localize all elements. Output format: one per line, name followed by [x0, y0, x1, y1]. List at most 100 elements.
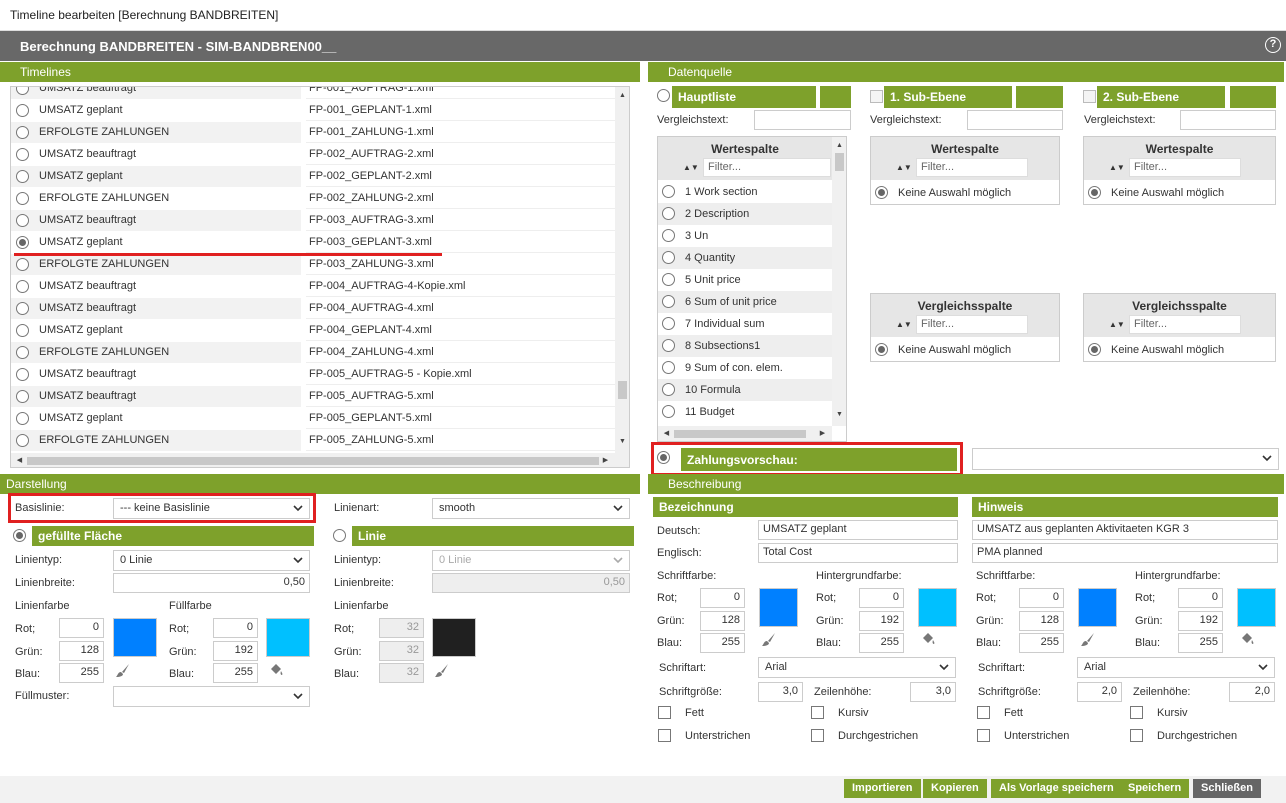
row-radio[interactable] [16, 280, 29, 293]
gruen-input[interactable]: 192 [213, 640, 258, 661]
help-icon[interactable]: ? [1265, 37, 1281, 53]
linienbreite-input[interactable]: 0,50 [113, 573, 310, 593]
timelines-vscroll[interactable]: ▲ ▼ [615, 87, 629, 453]
color-swatch[interactable] [113, 618, 157, 657]
color-swatch[interactable] [266, 618, 310, 657]
scroll-up-icon[interactable]: ▲ [836, 142, 843, 149]
gruen-input[interactable]: 128 [1019, 610, 1064, 631]
keine-auswahl-radio[interactable] [1088, 343, 1101, 356]
timelines-list[interactable]: UMSATZ beauftragt FP-001_AUFTRAG-1.xml UMS… [10, 86, 630, 468]
table-row[interactable]: UMSATZ beauftragt FP-003_AUFTRAG-3.xml [11, 210, 615, 232]
keine-auswahl-radio[interactable] [1088, 186, 1101, 199]
scroll-down-icon[interactable]: ▼ [836, 411, 843, 418]
row-radio[interactable] [16, 368, 29, 381]
list-item[interactable]: 9 Sum of con. elem. [658, 357, 832, 379]
sort-icon[interactable]: ▲▼ [683, 163, 699, 172]
scroll-left-icon[interactable]: ◀ [16, 457, 23, 464]
scroll-left-icon[interactable]: ◀ [663, 430, 670, 437]
blau-input[interactable]: 255 [1178, 633, 1223, 653]
row-radio[interactable] [16, 148, 29, 161]
gruen-input[interactable]: 192 [859, 610, 904, 631]
linie-radio[interactable] [333, 529, 346, 542]
blau-input[interactable]: 255 [1019, 633, 1064, 653]
table-row[interactable]: ERFOLGTE ZAHLUNGEN FP-002_ZAHLUNG-2.xml [11, 188, 615, 210]
brush-icon[interactable] [434, 663, 450, 679]
row-radio[interactable] [16, 236, 29, 249]
column-radio[interactable] [662, 273, 675, 286]
row-radio[interactable] [16, 214, 29, 227]
sub2-checkbox[interactable] [1083, 90, 1096, 103]
rot-input[interactable]: 0 [859, 588, 904, 608]
hauptliste-radio[interactable] [657, 89, 670, 102]
filter-input[interactable]: Filter... [916, 158, 1028, 177]
row-radio[interactable] [16, 346, 29, 359]
wertespalte-hscroll[interactable]: ◀ ▶ [658, 426, 832, 441]
color-swatch[interactable] [759, 588, 798, 627]
gruen-input[interactable]: 128 [59, 640, 104, 661]
blau-input[interactable]: 255 [59, 663, 104, 683]
speichern-button[interactable]: Speichern [1120, 779, 1190, 798]
hauptliste-vergleichstext-input[interactable] [754, 110, 851, 130]
sub2-wertespalte[interactable]: Wertespalte ▲▼ Filter... Keine Auswahl mögl… [1083, 136, 1276, 205]
linientyp-select[interactable]: 0 Linie [113, 550, 310, 571]
row-radio[interactable] [16, 324, 29, 337]
keine-auswahl-radio[interactable] [875, 343, 888, 356]
brush-icon[interactable] [115, 663, 131, 679]
column-radio[interactable] [662, 405, 675, 418]
table-row[interactable]: UMSATZ beauftragt FP-001_AUFTRAG-1.xml [11, 87, 615, 100]
sub1-wertespalte[interactable]: Wertespalte ▲▼ Filter... Keine Auswahl mögl… [870, 136, 1060, 205]
row-radio[interactable] [16, 104, 29, 117]
table-row[interactable]: ERFOLGTE ZAHLUNGEN FP-005_ZAHLUNG-5.xml [11, 430, 615, 452]
row-radio[interactable] [16, 87, 29, 95]
fett-checkbox[interactable] [658, 706, 671, 719]
paint-bucket-icon[interactable] [920, 632, 936, 648]
sub1-vergleichstext-input[interactable] [967, 110, 1063, 130]
list-item[interactable]: 2 Description [658, 203, 832, 225]
table-row[interactable]: UMSATZ beauftragt FP-002_AUFTRAG-2.xml [11, 144, 615, 166]
blau-input[interactable]: 255 [700, 633, 745, 653]
gruen-input[interactable]: 32 [379, 640, 424, 661]
basislinie-select[interactable]: --- keine Basislinie [113, 498, 310, 519]
list-item[interactable]: 10 Formula [658, 379, 832, 401]
column-radio[interactable] [662, 251, 675, 264]
list-item[interactable]: 1 Work section [658, 181, 832, 203]
table-row[interactable]: ERFOLGTE ZAHLUNGEN FP-004_ZAHLUNG-4.xml [11, 342, 615, 364]
paint-bucket-icon[interactable] [268, 663, 284, 679]
sort-icon[interactable]: ▲▼ [896, 163, 912, 172]
column-radio[interactable] [662, 229, 675, 242]
table-row[interactable]: UMSATZ beauftragt FP-004_AUFTRAG-4-Kopie.… [11, 276, 615, 298]
color-swatch[interactable] [432, 618, 476, 657]
rot-input[interactable]: 0 [1019, 588, 1064, 608]
blau-input[interactable]: 255 [213, 663, 258, 683]
sub1-vergleichsspalte[interactable]: Vergleichsspalte ▲▼ Filter... Keine Auswahl… [870, 293, 1060, 362]
scroll-thumb[interactable] [835, 153, 844, 171]
column-radio[interactable] [662, 339, 675, 352]
row-radio[interactable] [16, 412, 29, 425]
als-vorlage-speichern-button[interactable]: Als Vorlage speichern [991, 779, 1122, 798]
hscroll-thumb[interactable] [27, 457, 599, 465]
rot-input[interactable]: 0 [1178, 588, 1223, 608]
table-row[interactable]: ERFOLGTE ZAHLUNGEN FP-001_ZAHLUNG-1.xml [11, 122, 615, 144]
color-swatch[interactable] [1078, 588, 1117, 627]
table-row[interactable]: UMSATZ geplant FP-003_GEPLANT-3.xml [11, 232, 615, 254]
list-item[interactable]: 5 Unit price [658, 269, 832, 291]
englisch-input[interactable]: PMA planned [972, 543, 1278, 563]
scroll-right-icon[interactable]: ▶ [602, 457, 609, 464]
scroll-down-icon[interactable]: ▼ [619, 438, 626, 445]
fuellmuster-select[interactable] [113, 686, 310, 707]
schriftgroesse-input[interactable]: 2,0 [1077, 682, 1122, 702]
linie-linientyp-select[interactable]: 0 Linie [432, 550, 630, 571]
rot-input[interactable]: 32 [379, 618, 424, 638]
filter-input[interactable]: Filter... [916, 315, 1028, 334]
column-radio[interactable] [662, 185, 675, 198]
deutsch-input[interactable]: UMSATZ aus geplanten Aktivitaeten KGR 3 [972, 520, 1278, 540]
table-row[interactable]: UMSATZ geplant FP-002_GEPLANT-2.xml [11, 166, 615, 188]
fett-checkbox[interactable] [977, 706, 990, 719]
scroll-thumb[interactable] [618, 381, 627, 400]
zahlungsvorschau-select[interactable] [972, 448, 1279, 470]
sub2-vergleichstext-input[interactable] [1180, 110, 1276, 130]
importieren-button[interactable]: Importieren [844, 779, 921, 798]
zeilenhoehe-input[interactable]: 3,0 [910, 682, 956, 702]
rot-input[interactable]: 0 [700, 588, 745, 608]
brush-icon[interactable] [1080, 632, 1096, 648]
